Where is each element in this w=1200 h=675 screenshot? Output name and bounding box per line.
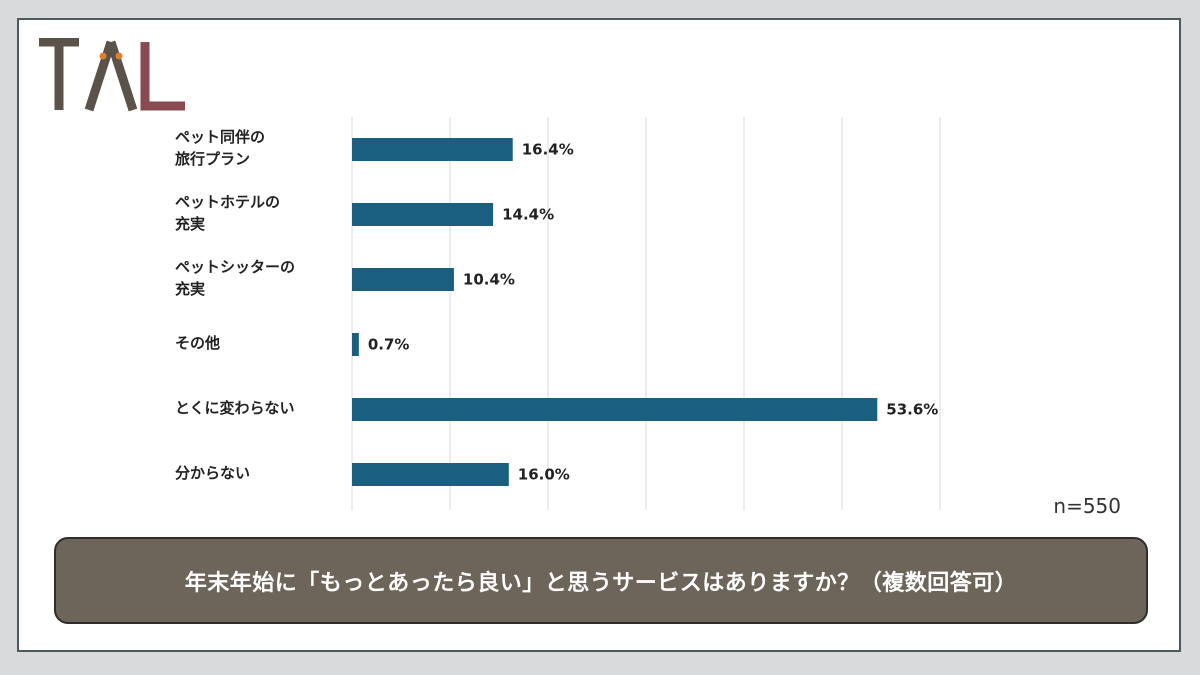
value-label: 16.0% (518, 466, 570, 484)
question-banner: 年末年始に「もっとあったら良い」と思うサービスはありますか？（複数回答可） (54, 537, 1148, 624)
bar-chart: 16.4% 14.4% 10.4% 0.7% 53.6% 16.0% (351, 117, 941, 510)
bar (352, 463, 509, 486)
category-label: ペットシッターの 充実 (175, 257, 296, 298)
value-label: 0.7% (368, 336, 410, 354)
sample-size-note: n=550 (1053, 494, 1121, 518)
value-label: 14.4% (502, 206, 554, 224)
bar (352, 138, 513, 161)
category-label: その他 (175, 333, 221, 352)
tal-logo (39, 38, 185, 112)
bar (352, 333, 359, 356)
category-label: 分からない (175, 463, 251, 482)
bar (352, 268, 454, 291)
value-label: 10.4% (463, 271, 515, 289)
category-label: ペット同伴の 旅行プラン (175, 127, 266, 168)
value-label: 16.4% (522, 141, 574, 159)
bar (352, 203, 494, 226)
value-label: 53.6% (886, 401, 938, 419)
category-label: とくに変わらない (175, 398, 295, 417)
bar (352, 398, 878, 421)
category-label: ペットホテルの 充実 (175, 192, 281, 233)
